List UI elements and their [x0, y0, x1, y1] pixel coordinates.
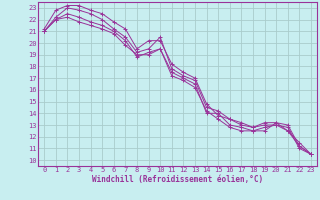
X-axis label: Windchill (Refroidissement éolien,°C): Windchill (Refroidissement éolien,°C) — [92, 175, 263, 184]
